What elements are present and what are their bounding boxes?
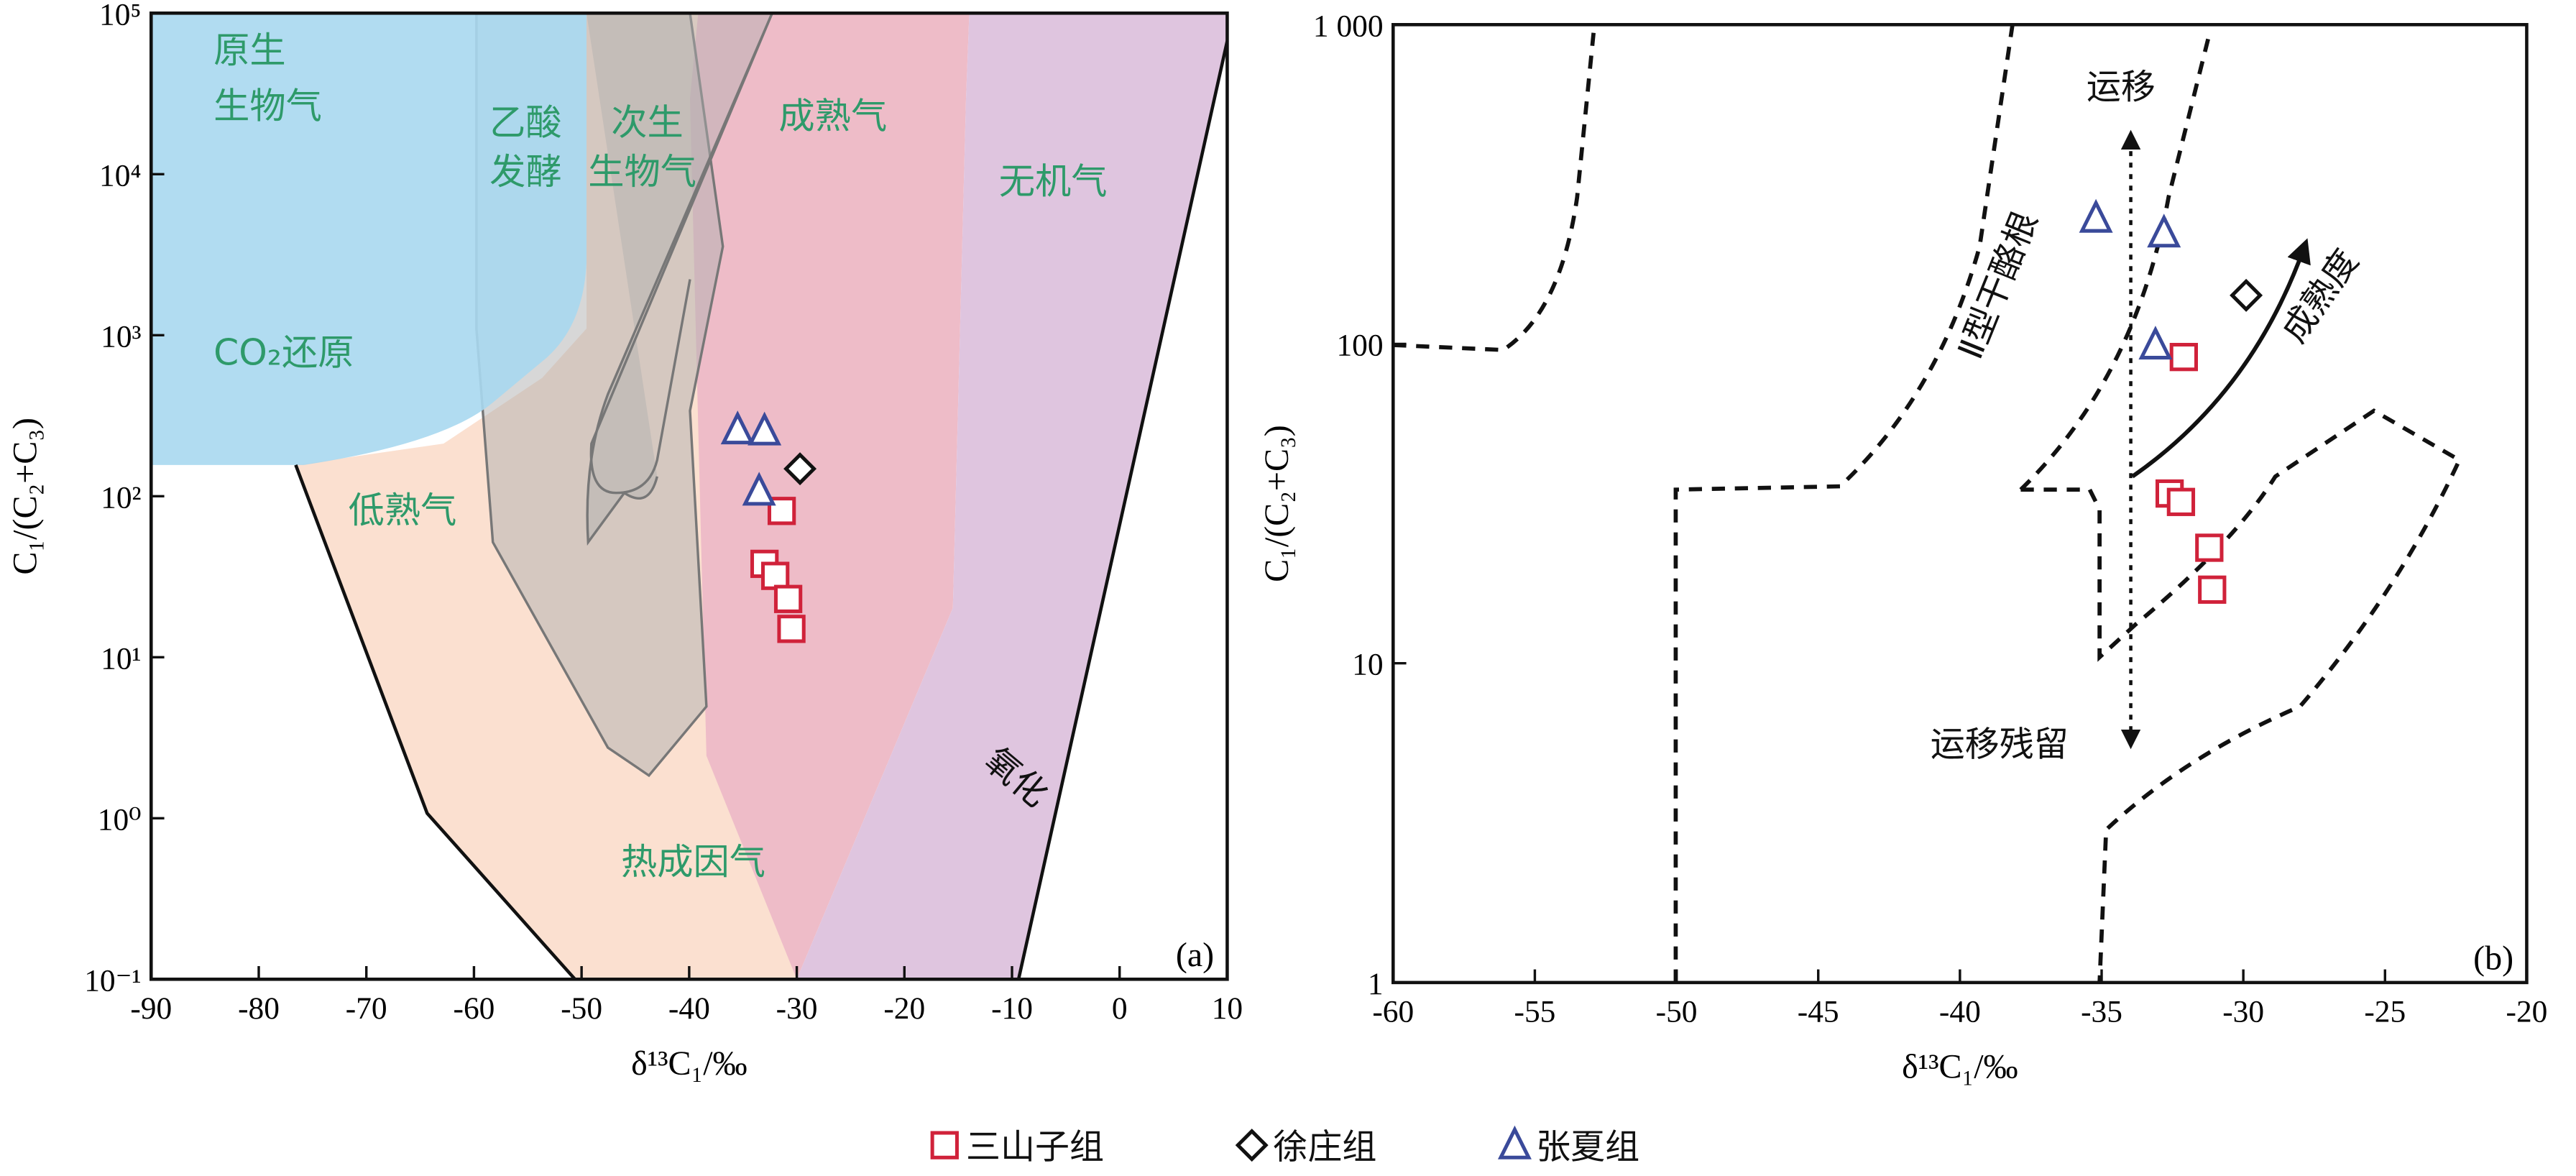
panel-label: (a) [1176, 936, 1214, 974]
legend-label: 徐庄组 [1273, 1126, 1376, 1167]
regions-a [151, 12, 1229, 980]
x-tick-label: -25 [2364, 995, 2406, 1029]
y-tick-label: 10¹ [101, 641, 141, 676]
y-axis-label: C₁/(C₂+C₃) [6, 418, 44, 575]
x-tick-label: -30 [776, 991, 818, 1026]
maturity-arrow [2131, 238, 2311, 479]
y-axis-label: C₁/(C₂+C₃) [1258, 425, 1296, 582]
x-tick-label: -40 [1939, 995, 1981, 1029]
x-tick-label: -30 [2222, 995, 2264, 1029]
y-tick-label: 1 000 [1313, 9, 1384, 43]
marker-triangle [2079, 198, 2113, 233]
annotation: 原生 [213, 29, 286, 71]
x-axis-label: δ¹³C₁/‰ [631, 1044, 747, 1083]
annotation: 次生 [611, 101, 684, 143]
y-tick-label: 10⁻¹ [84, 963, 141, 998]
y-tick-label: 10⁴ [99, 158, 142, 193]
y-tick-label: 10⁵ [99, 0, 142, 32]
annotation: 运移残留 [1931, 724, 2069, 764]
x-axis-label: δ¹³C₁/‰ [1902, 1047, 2018, 1085]
y-tick-label: 10³ [101, 319, 141, 354]
plot-frame [1391, 23, 2529, 985]
legend-marker [1497, 1125, 1532, 1159]
x-tick-label: -20 [883, 991, 925, 1026]
legend-label: 三山子组 [966, 1126, 1104, 1167]
annotation: 成熟气 [778, 94, 887, 137]
annotation: 乙酸 [489, 101, 562, 143]
marker-triangle [720, 410, 755, 445]
annotation: 生物气 [588, 150, 696, 193]
annotation: Ⅱ型干酪根 [1950, 206, 2046, 364]
annotation: 生物气 [213, 85, 322, 127]
marker-square [2166, 487, 2196, 516]
x-tick-label: -50 [561, 991, 602, 1026]
legend-marker [1235, 1129, 1269, 1162]
x-tick-label: -45 [1798, 995, 1839, 1029]
x-tick-label: -90 [130, 991, 172, 1026]
annotation: 无机气 [999, 160, 1108, 203]
marker-triangle [748, 411, 782, 446]
legend-marker [930, 1131, 959, 1159]
marker-diamond [783, 452, 817, 486]
x-tick-label: -40 [668, 991, 710, 1026]
marker-square [2195, 533, 2224, 562]
marker-square [2169, 343, 2199, 372]
x-tick-label: -70 [346, 991, 387, 1026]
y-tick-label: 1 [1368, 967, 1384, 1001]
marker-square [760, 561, 790, 590]
x-tick-label: -10 [991, 991, 1033, 1026]
x-tick-label: -50 [1656, 995, 1698, 1029]
legend-label: 张夏组 [1536, 1126, 1639, 1167]
annotation: 热成因气 [621, 840, 765, 883]
panel: -90 -80 -70 -60 -50 -40 -30 -20 -10 0 10 10⁻¹ 10⁰ 10¹… [6, 0, 1243, 1083]
annotation: 发酵 [489, 150, 562, 193]
annotation: 成熟度 [2274, 242, 2366, 350]
marker-triangle [2147, 213, 2181, 248]
y-tick-label: 10⁰ [98, 802, 142, 837]
x-tick-label: -55 [1514, 995, 1555, 1029]
marker-triangle [2138, 326, 2173, 360]
marker-square [767, 497, 796, 525]
x-tick-label: -80 [238, 991, 280, 1026]
marker-diamond [2230, 278, 2263, 312]
y-tick-label: 10² [101, 480, 141, 515]
x-tick-label: -20 [2506, 995, 2547, 1029]
x-tick-label: 0 [1112, 991, 1128, 1026]
annotation: 运移 [2087, 67, 2156, 107]
x-tick-label: -35 [2081, 995, 2122, 1029]
boundaries-b [1393, 24, 2462, 983]
x-tick-label: 10 [1212, 991, 1243, 1026]
x-tick-label: -60 [1372, 995, 1414, 1029]
annotation: 低熟气 [349, 489, 457, 531]
x-tick-label: -60 [453, 991, 494, 1026]
annotation: CO₂还原 [213, 331, 354, 373]
marker-square [2198, 575, 2227, 604]
y-tick-label: 10 [1352, 648, 1383, 682]
marker-square [773, 584, 803, 613]
y-tick-label: 100 [1336, 328, 1383, 362]
marker-triangle [742, 472, 776, 506]
panel: -60 -55 -50 -45 -40 -35 -30 -25 -20 1 10 100 1 000 δ¹… [1258, 9, 2547, 1085]
panel-label: (b) [2473, 940, 2513, 978]
marker-square [777, 615, 806, 643]
